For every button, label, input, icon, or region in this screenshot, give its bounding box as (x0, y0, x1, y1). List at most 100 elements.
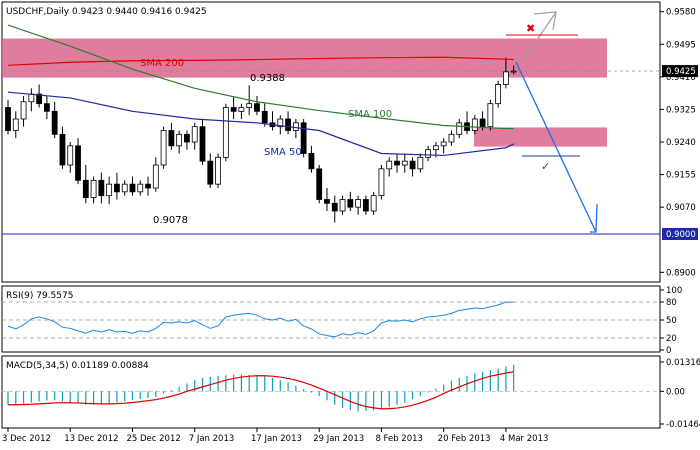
candle (409, 157, 416, 177)
current-price-label: 0.9425 (666, 67, 696, 77)
candle (152, 157, 159, 192)
candle-body (300, 122, 307, 154)
candle-body (222, 107, 229, 158)
candle (394, 153, 400, 173)
candle-body (331, 202, 338, 212)
rsi-panel-frame (1, 285, 661, 353)
macd-label: MACD(5,34,5) 0.01189 0.00884 (6, 361, 149, 371)
candle (355, 195, 362, 215)
candle (503, 57, 509, 89)
sma-layer (7, 24, 514, 157)
candle (98, 172, 105, 204)
candle-body (44, 103, 50, 112)
candle-body (59, 133, 66, 166)
rsi-panel: RSI(9) 79.5575 100 80 50 20 0 (2, 286, 682, 356)
candle (238, 103, 245, 119)
candle (168, 122, 175, 150)
candles-layer (5, 57, 517, 223)
candle-body (285, 118, 291, 131)
candle (106, 176, 113, 205)
candle (176, 130, 183, 154)
candle (378, 165, 385, 200)
candle-body (456, 122, 463, 135)
sma50-label: SMA 50 (264, 147, 302, 158)
candle-body (168, 130, 175, 147)
candle-body (121, 183, 128, 193)
candle-body (261, 110, 268, 124)
sma-line-0 (7, 56, 514, 66)
candle-body (495, 84, 502, 105)
candle (261, 103, 268, 127)
check-mark-icon: ✓ (541, 160, 550, 173)
level-price-marker (662, 228, 698, 240)
time-tick-label: 13 Dec 2012 (64, 434, 118, 444)
candle-body (448, 133, 455, 143)
swing-high-label: 0.9388 (250, 73, 285, 84)
candle-body (409, 160, 416, 170)
sma100-label: SMA 100 (348, 109, 392, 120)
current-price-marker (662, 65, 698, 78)
candle (386, 157, 393, 177)
candle-body (362, 199, 369, 212)
rsi-label: RSI(9) 79.5575 (6, 291, 73, 301)
candle-body (292, 122, 299, 131)
candle-body (378, 168, 385, 197)
candle-body (160, 130, 167, 166)
level-price-label: 0.9000 (666, 230, 696, 240)
candle (339, 195, 346, 215)
macd-tick-label: 0.01316 (666, 358, 700, 368)
macd-panel-frame (1, 355, 661, 429)
time-tick-label: 7 Jan 2013 (189, 434, 235, 444)
down-arrow-line (515, 61, 597, 233)
candle-body (90, 179, 97, 198)
candle (277, 115, 284, 135)
candle-body (324, 199, 330, 204)
sma-line-1 (7, 24, 514, 130)
price-tick-label: 0.9495 (666, 40, 696, 50)
candle-body (308, 153, 315, 170)
candle (184, 130, 190, 150)
candle (300, 119, 307, 158)
chart-labels-layer: USDCHF,Daily 0.9423 0.9440 0.9416 0.9425… (6, 7, 392, 226)
price-tick-label: 0.9070 (666, 203, 696, 213)
candle (362, 195, 369, 215)
candle (417, 153, 424, 173)
candle (347, 191, 354, 211)
price-tick-label: 0.9240 (666, 138, 696, 148)
candle-body (129, 183, 136, 193)
drawings-layer: ✖ ✓ (506, 11, 598, 233)
candle-body (152, 164, 159, 189)
candle-body (137, 183, 144, 193)
candle-body (191, 126, 198, 143)
sma-line-2 (7, 91, 514, 157)
candle-body (75, 145, 81, 181)
candle-body (184, 133, 190, 143)
candle-body (471, 118, 478, 131)
candle (285, 111, 291, 135)
candle (114, 172, 120, 200)
candle-body (510, 70, 517, 73)
swing-low-label: 0.9078 (153, 215, 188, 226)
candle (51, 101, 58, 139)
candle (230, 96, 237, 119)
time-tick-label: 20 Feb 2013 (438, 434, 491, 444)
time-tick-label: 4 Mar 2013 (500, 434, 548, 444)
candle-body (98, 179, 105, 197)
horizontal-line-layer (2, 70, 660, 235)
candle-body (114, 183, 120, 193)
time-tick-label: 29 Jan 2013 (313, 434, 364, 444)
candle (90, 176, 97, 204)
price-tick-label: 0.9155 (666, 171, 696, 181)
candle-body (254, 103, 260, 112)
candle (425, 145, 432, 162)
time-tick-label: 3 Dec 2012 (2, 434, 51, 444)
candle (75, 138, 81, 185)
candle-body (12, 118, 19, 131)
price-tick-label: 0.9410 (666, 73, 696, 83)
candle (316, 165, 323, 204)
candle (487, 99, 494, 131)
candle (222, 103, 229, 162)
candle (456, 119, 463, 139)
up-arrow-head (533, 11, 557, 31)
